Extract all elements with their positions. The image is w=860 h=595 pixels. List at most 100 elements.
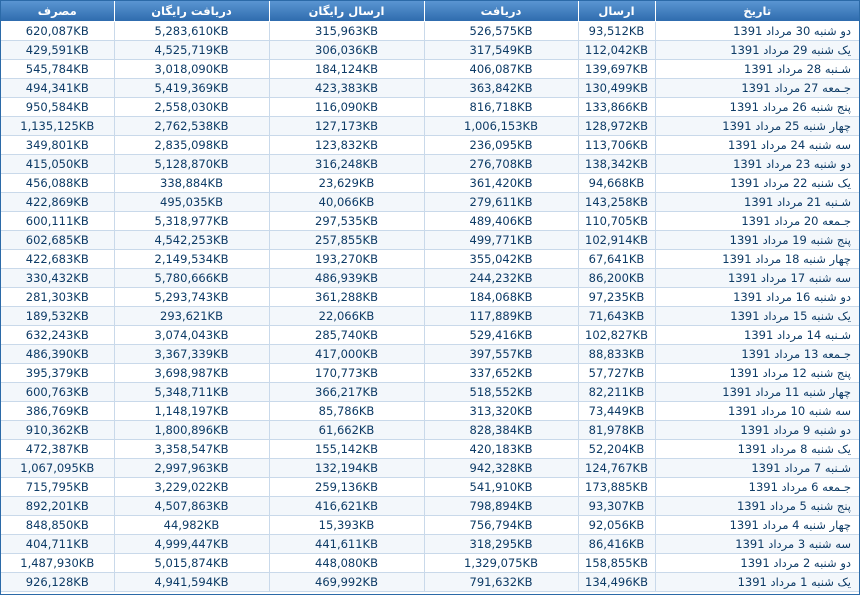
cell-free-send: 417,000KB	[268, 344, 424, 364]
cell-receive: 355,042KB	[423, 249, 578, 269]
table-row: سه شنبه 10 مرداد 1391 73,449KB 313,320KB…	[1, 401, 859, 421]
cell-free-receive: 1,800,896KB	[113, 420, 269, 440]
cell-free-receive: 2,835,098KB	[113, 135, 269, 155]
table-row: یک شنبه 8 مرداد 1391 52,204KB 420,183KB …	[1, 439, 859, 459]
cell-date: دو شنبه 23 مرداد 1391	[654, 154, 859, 174]
cell-send: 81,978KB	[577, 420, 655, 440]
cell-date: چهار شنبه 25 مرداد 1391	[654, 116, 859, 136]
cell-free-send: 15,393KB	[268, 515, 424, 535]
table-row: یک شنبه 1 مرداد 1391 134,496KB 791,632KB…	[1, 572, 859, 592]
table-row: شـنبه 28 مرداد 1391 139,697KB 406,087KB …	[1, 59, 859, 79]
cell-free-send: 297,535KB	[268, 211, 424, 231]
cell-send: 86,200KB	[577, 268, 655, 288]
table-row: یک شنبه 15 مرداد 1391 71,643KB 117,889KB…	[1, 306, 859, 326]
cell-free-send: 469,992KB	[268, 572, 424, 592]
cell-free-receive: 5,419,369KB	[113, 78, 269, 98]
cell-receive: 791,632KB	[423, 572, 578, 592]
cell-send: 92,056KB	[577, 515, 655, 535]
cell-receive: 318,295KB	[423, 534, 578, 554]
cell-usage: 189,532KB	[1, 306, 114, 326]
cell-free-send: 155,142KB	[268, 439, 424, 459]
cell-usage: 404,711KB	[1, 534, 114, 554]
cell-free-send: 170,773KB	[268, 363, 424, 383]
cell-receive: 541,910KB	[423, 477, 578, 497]
cell-date: دو شنبه 2 مرداد 1391	[654, 553, 859, 573]
cell-send: 102,827KB	[577, 325, 655, 345]
cell-send: 112,042KB	[577, 40, 655, 60]
cell-receive: 363,842KB	[423, 78, 578, 98]
cell-receive: 313,320KB	[423, 401, 578, 421]
table-row: جـمعه 27 مرداد 1391 130,499KB 363,842KB …	[1, 78, 859, 98]
table-row: یک شنبه 22 مرداد 1391 94,668KB 361,420KB…	[1, 173, 859, 193]
cell-free-receive: 293,621KB	[113, 306, 269, 326]
cell-free-receive: 4,542,253KB	[113, 230, 269, 250]
table-row: چهار شنبه 4 مرداد 1391 92,056KB 756,794K…	[1, 515, 859, 535]
cell-usage: 602,685KB	[1, 230, 114, 250]
cell-send: 134,496KB	[577, 572, 655, 592]
cell-free-receive: 5,015,874KB	[113, 553, 269, 573]
cell-free-send: 127,173KB	[268, 116, 424, 136]
cell-free-receive: 3,358,547KB	[113, 439, 269, 459]
cell-receive: 1,006,153KB	[423, 116, 578, 136]
cell-free-receive: 2,762,538KB	[113, 116, 269, 136]
cell-send: 52,204KB	[577, 439, 655, 459]
table-body: دو شنبه 30 مرداد 1391 93,512KB 526,575KB…	[1, 21, 859, 592]
cell-date: جـمعه 6 مرداد 1391	[654, 477, 859, 497]
cell-free-receive: 44,982KB	[113, 515, 269, 535]
cell-usage: 950,584KB	[1, 97, 114, 117]
cell-date: چهار شنبه 4 مرداد 1391	[654, 515, 859, 535]
cell-date: چهار شنبه 11 مرداد 1391	[654, 382, 859, 402]
table-row: شـنبه 21 مرداد 1391 143,258KB 279,611KB …	[1, 192, 859, 212]
cell-date: یک شنبه 15 مرداد 1391	[654, 306, 859, 326]
table-row: دو شنبه 16 مرداد 1391 97,235KB 184,068KB…	[1, 287, 859, 307]
cell-usage: 600,763KB	[1, 382, 114, 402]
table-row: پنج شنبه 26 مرداد 1391 133,866KB 816,718…	[1, 97, 859, 117]
cell-send: 128,972KB	[577, 116, 655, 136]
cell-usage: 349,801KB	[1, 135, 114, 155]
cell-free-receive: 4,941,594KB	[113, 572, 269, 592]
cell-send: 124,767KB	[577, 458, 655, 478]
cell-send: 86,416KB	[577, 534, 655, 554]
cell-send: 110,705KB	[577, 211, 655, 231]
table-row: دو شنبه 2 مرداد 1391 158,855KB 1,329,075…	[1, 553, 859, 573]
cell-date: پنج شنبه 26 مرداد 1391	[654, 97, 859, 117]
cell-receive: 337,652KB	[423, 363, 578, 383]
cell-usage: 848,850KB	[1, 515, 114, 535]
table-row: پنج شنبه 5 مرداد 1391 93,307KB 798,894KB…	[1, 496, 859, 516]
cell-free-send: 423,383KB	[268, 78, 424, 98]
cell-send: 138,342KB	[577, 154, 655, 174]
cell-send: 93,512KB	[577, 21, 655, 41]
cell-free-receive: 5,283,610KB	[113, 21, 269, 41]
cell-receive: 756,794KB	[423, 515, 578, 535]
table-row: سه شنبه 17 مرداد 1391 86,200KB 244,232KB…	[1, 268, 859, 288]
cell-send: 71,643KB	[577, 306, 655, 326]
cell-free-send: 448,080KB	[268, 553, 424, 573]
cell-free-send: 259,136KB	[268, 477, 424, 497]
cell-free-send: 132,194KB	[268, 458, 424, 478]
cell-free-send: 361,288KB	[268, 287, 424, 307]
cell-receive: 236,095KB	[423, 135, 578, 155]
cell-free-receive: 338,884KB	[113, 173, 269, 193]
cell-send: 139,697KB	[577, 59, 655, 79]
cell-free-receive: 3,367,339KB	[113, 344, 269, 364]
cell-receive: 526,575KB	[423, 21, 578, 41]
cell-date: دو شنبه 30 مرداد 1391	[654, 21, 859, 41]
cell-date: شـنبه 21 مرداد 1391	[654, 192, 859, 212]
cell-date: شـنبه 14 مرداد 1391	[654, 325, 859, 345]
cell-usage: 415,050KB	[1, 154, 114, 174]
table-row: دو شنبه 30 مرداد 1391 93,512KB 526,575KB…	[1, 21, 859, 41]
cell-usage: 330,432KB	[1, 268, 114, 288]
cell-date: چهار شنبه 18 مرداد 1391	[654, 249, 859, 269]
header-receive: دریافت	[423, 1, 578, 22]
cell-receive: 816,718KB	[423, 97, 578, 117]
cell-date: جـمعه 13 مرداد 1391	[654, 344, 859, 364]
cell-receive: 518,552KB	[423, 382, 578, 402]
cell-free-send: 184,124KB	[268, 59, 424, 79]
cell-send: 133,866KB	[577, 97, 655, 117]
cell-date: جـمعه 27 مرداد 1391	[654, 78, 859, 98]
cell-send: 93,307KB	[577, 496, 655, 516]
cell-usage: 926,128KB	[1, 572, 114, 592]
cell-date: شـنبه 7 مرداد 1391	[654, 458, 859, 478]
cell-free-receive: 5,318,977KB	[113, 211, 269, 231]
cell-usage: 281,303KB	[1, 287, 114, 307]
